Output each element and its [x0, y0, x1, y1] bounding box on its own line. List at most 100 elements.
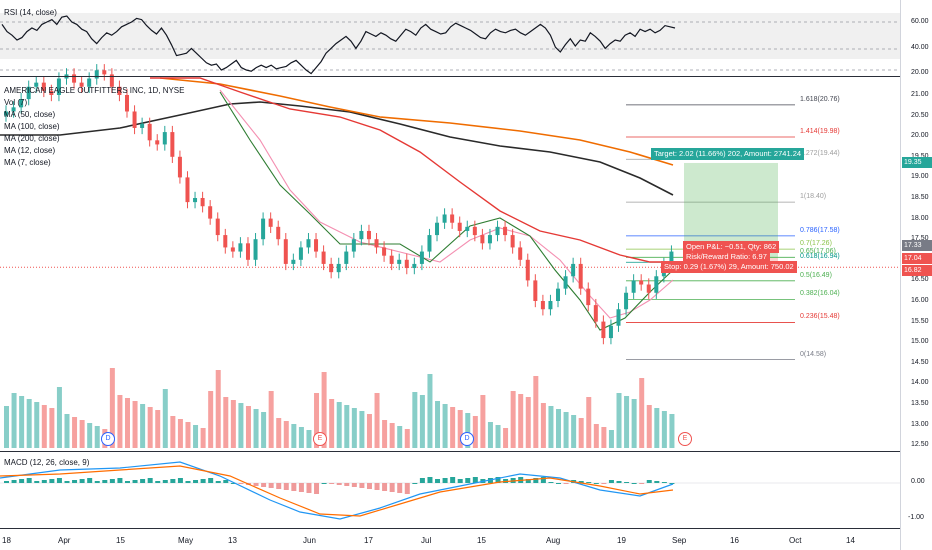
candle	[631, 280, 636, 293]
macd-histogram-bar	[177, 478, 183, 483]
volume-bar	[366, 414, 372, 448]
macd-histogram-bar	[193, 480, 199, 483]
volume-bar	[253, 409, 259, 448]
time-axis-label: 14	[846, 536, 855, 545]
candle	[230, 247, 235, 252]
macd-pane-divider[interactable]	[0, 451, 932, 452]
dividend-marker[interactable]: D	[460, 432, 474, 446]
macd-histogram-bar	[540, 477, 546, 483]
macd-histogram-bar	[155, 481, 161, 483]
volume-bar	[208, 391, 214, 448]
candle	[291, 259, 296, 264]
candle	[344, 251, 349, 264]
macd-legend: MACD (12, 26, close, 9)	[4, 458, 90, 467]
macd-histogram-bar	[495, 477, 501, 483]
macd-histogram-bar	[230, 483, 236, 484]
candle	[155, 140, 160, 145]
position-open-pl-label[interactable]: Open P&L: −0.51, Qty: 862	[683, 241, 780, 253]
volume-bar	[109, 368, 115, 448]
macd-histogram-bar	[404, 483, 410, 494]
candle	[548, 301, 553, 310]
volume-bar	[147, 407, 153, 448]
macd-histogram-bar	[94, 481, 100, 483]
macd-histogram-bar	[132, 480, 138, 483]
volume-bar	[26, 399, 32, 448]
candle	[586, 288, 591, 306]
candle	[321, 251, 326, 264]
candle	[177, 156, 182, 178]
position-target-label[interactable]: Target: 2.02 (11.66%) 202, Amount: 2741.…	[651, 148, 805, 160]
macd-histogram-bar	[291, 483, 297, 491]
macd-histogram-bar	[170, 479, 176, 483]
candle	[4, 111, 8, 116]
candle	[329, 263, 334, 273]
fib-level-label: 0.618(16.94)	[800, 253, 840, 261]
macd-histogram-bar	[56, 478, 62, 483]
earnings-marker[interactable]: E	[313, 432, 327, 446]
macd-histogram-bar	[624, 482, 630, 483]
time-axis-label: Oct	[789, 536, 802, 545]
candle	[298, 247, 303, 260]
macd-histogram-bar	[19, 479, 25, 483]
volume-bar	[200, 428, 206, 448]
macd-histogram-bar	[578, 481, 584, 483]
price-axis-label: 16.50	[911, 276, 929, 284]
volume-bar	[283, 421, 289, 448]
macd-histogram-bar	[79, 479, 85, 483]
candle	[336, 263, 341, 273]
rsi-pane-divider[interactable]	[0, 76, 932, 77]
candle	[170, 132, 175, 157]
macd-signal-line	[0, 465, 674, 517]
macd-histogram-bar	[72, 480, 78, 483]
candle	[314, 239, 319, 252]
time-axis-label: 15	[116, 536, 125, 545]
macd-line	[0, 461, 674, 520]
candle	[389, 255, 394, 264]
volume-bar	[11, 393, 17, 448]
macd-histogram-bar	[223, 480, 229, 483]
earnings-marker[interactable]: E	[678, 432, 692, 446]
volume-bar	[359, 411, 365, 448]
candle	[540, 301, 545, 310]
candle	[495, 226, 500, 236]
candle	[238, 243, 243, 252]
macd-histogram-bar	[525, 479, 531, 483]
macd-axis-label: -1.00	[908, 514, 924, 521]
candle	[245, 243, 250, 260]
position-risk-reward-label[interactable]: Risk/Reward Ratio: 6.97	[683, 251, 770, 263]
candle	[11, 107, 16, 112]
volume-bar	[465, 413, 471, 448]
macd-histogram-bar	[298, 483, 304, 492]
macd-histogram-bar	[11, 480, 17, 483]
volume-bar	[276, 418, 282, 448]
volume-bar	[404, 429, 410, 448]
volume-bar	[503, 428, 509, 448]
volume-bar	[185, 422, 191, 448]
position-stop-label[interactable]: Stop: 0.29 (1.67%) 29, Amount: 750.02	[661, 261, 797, 273]
macd-histogram-bar	[26, 478, 32, 483]
macd-histogram-bar	[162, 480, 168, 483]
volume-bar	[556, 409, 562, 448]
candle	[525, 259, 530, 281]
macd-histogram-bar	[41, 480, 47, 483]
ma100-legend: MA (100, close)	[4, 122, 60, 131]
time-axis-label: Aug	[546, 536, 561, 545]
volume-bar	[397, 426, 403, 448]
high-price-tag: 17.33	[902, 240, 932, 251]
macd-histogram-bar	[586, 482, 592, 483]
macd-histogram-bar	[374, 483, 380, 490]
candle	[283, 239, 288, 264]
candle	[654, 276, 659, 293]
macd-histogram-bar	[185, 481, 191, 483]
candle	[518, 247, 523, 260]
volume-bar	[412, 392, 418, 448]
volume-bar	[140, 404, 146, 448]
macd-histogram-bar	[306, 483, 312, 493]
candle	[34, 82, 39, 87]
macd-histogram-bar	[109, 479, 115, 483]
volume-bar	[654, 408, 660, 448]
fib-level-label: 0.236(15.48)	[800, 313, 840, 321]
macd-histogram-bar	[351, 483, 357, 487]
dividend-marker[interactable]: D	[101, 432, 115, 446]
